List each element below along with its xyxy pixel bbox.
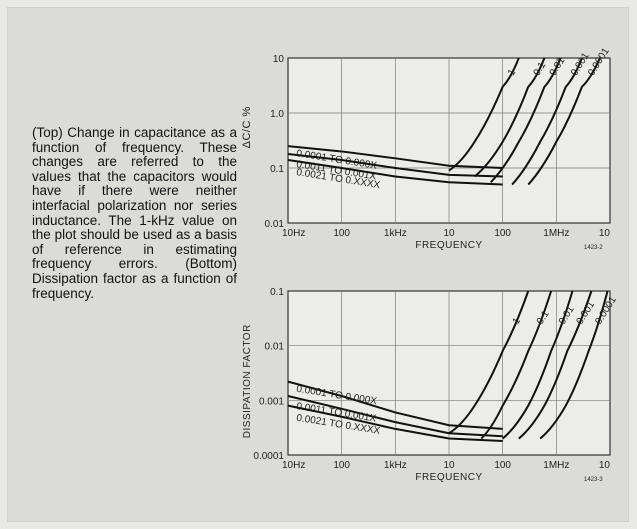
series-line [511, 57, 583, 186]
x-tick-label: 1kHz [384, 228, 407, 239]
figure-code: 1423-3 [584, 477, 603, 483]
x-tick-label: 1MHz [543, 228, 569, 239]
x-tick-label: 1kHz [384, 460, 407, 471]
series-line [287, 145, 503, 169]
y-tick-label: 0.001 [259, 396, 284, 407]
x-axis-label: FREQUENCY [415, 472, 482, 483]
x-tick-label: 10 [443, 460, 455, 471]
x-tick-label: 10Hz [282, 228, 305, 239]
series-line [448, 57, 520, 172]
series-line [287, 395, 503, 438]
series-line [527, 57, 601, 186]
x-tick-label: 100 [333, 228, 350, 239]
x-tick-label: 10 [599, 228, 611, 239]
chart-dissipation-factor: 10Hz 100 1kHz 10 100 1MHz 10 0.1 0.01 0.001 0.0001… [242, 287, 619, 483]
x-tick-label: 10 [443, 228, 455, 239]
y-tick-label: 0.1 [270, 287, 284, 298]
y-tick-label: 0.01 [265, 219, 285, 230]
x-tick-label: 100 [494, 460, 511, 471]
series-label: 1 [511, 316, 524, 327]
series-line [448, 290, 530, 435]
series-line [287, 158, 503, 186]
series-line [480, 290, 553, 440]
series-line [539, 290, 609, 440]
x-tick-label: 100 [494, 228, 511, 239]
y-tick-label: 0.1 [270, 164, 284, 175]
figure-code: 1423-2 [584, 245, 603, 251]
y-tick-label: 1.0 [270, 109, 284, 120]
series-label: 1 [506, 67, 519, 78]
y-tick-label: 0.0001 [253, 451, 284, 462]
x-axis-label: FREQUENCY [415, 240, 482, 251]
x-tick-label: 1MHz [543, 460, 569, 471]
series-line [287, 404, 503, 443]
chart-capacitance-change: 10Hz 100 1kHz 10 100 1MHz 10 10 1.0 0.1 0.01 FREQUE… [241, 46, 612, 251]
series-line [490, 57, 562, 183]
series-line [287, 152, 503, 178]
y-axis-label: DISSIPATION FACTOR [242, 324, 253, 438]
x-tick-label: 10Hz [282, 460, 305, 471]
series-line [287, 380, 503, 430]
figure-caption: (Top) Change in capacitance as a functio… [32, 125, 237, 301]
series-line [518, 290, 593, 440]
x-tick-label: 100 [333, 460, 350, 471]
y-tick-label: 0.01 [265, 342, 285, 353]
y-tick-label: 10 [273, 54, 285, 65]
series-line [502, 290, 574, 440]
x-tick-label: 10 [599, 460, 611, 471]
series-line [473, 57, 546, 178]
y-axis-label: ΔC/C % [241, 106, 253, 148]
